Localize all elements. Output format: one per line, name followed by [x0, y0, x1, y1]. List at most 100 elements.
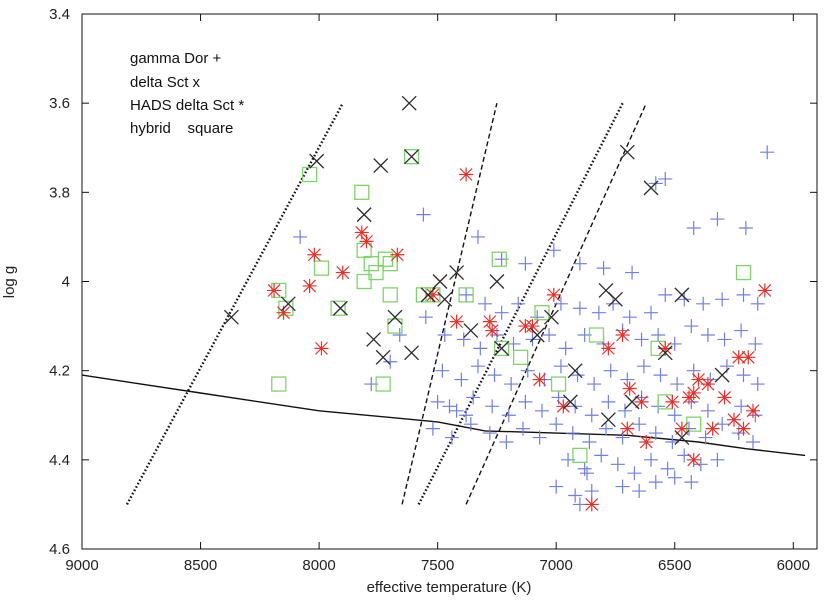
delta-sct-point — [449, 265, 465, 281]
dotted-boundary-1-line — [125, 102, 344, 505]
hybrid-point — [382, 256, 398, 272]
delta-sct-point — [404, 149, 420, 165]
gamma-dor-point — [700, 328, 715, 342]
hads-point — [485, 323, 500, 338]
gamma-dor-point — [617, 403, 632, 418]
delta-sct-point — [674, 287, 690, 303]
hybrid-point — [534, 305, 550, 321]
hybrid-point — [356, 242, 372, 258]
hybrid-point — [368, 264, 384, 281]
dashed-boundary-1-line — [401, 103, 498, 505]
delta-sct-point — [608, 291, 623, 307]
hybrid-point — [354, 184, 370, 200]
delta-sct-point — [624, 394, 640, 410]
gamma-dor-point — [516, 421, 530, 436]
gamma-dor-point — [580, 466, 595, 481]
hybrid-point — [375, 376, 391, 392]
gamma-dor-point — [627, 466, 642, 481]
gamma-dor-point — [745, 435, 760, 449]
gamma-dor-point — [478, 296, 493, 311]
delta-sct-point — [401, 95, 417, 111]
hads-point — [736, 421, 751, 436]
gamma-dor-point — [606, 296, 621, 311]
gamma-dor-point — [499, 435, 514, 449]
legend: gamma Dor + delta Sct x HADS delta Sct *… — [130, 50, 244, 137]
gamma-dor-point — [601, 394, 616, 409]
gamma-dor-point — [473, 341, 488, 356]
hads-point — [449, 314, 464, 329]
gamma-dor-point — [644, 452, 659, 467]
gamma-dor-point — [622, 310, 637, 325]
gamma-dor-point — [459, 287, 474, 302]
delta-sct-point — [562, 394, 578, 410]
hads-point — [390, 247, 405, 262]
gamma-dor-point — [568, 488, 583, 503]
hads-point — [307, 247, 322, 262]
hybrid-point — [271, 376, 287, 392]
delta-sct-point — [332, 300, 348, 316]
hads-point — [584, 497, 599, 512]
gamma-dor-point — [658, 171, 673, 186]
hads-point — [267, 283, 282, 298]
gamma-dor-point — [435, 363, 450, 378]
y-tick-label: 3.8 — [49, 184, 70, 201]
gamma-dor-point — [736, 368, 751, 383]
gamma-dor-point — [636, 359, 651, 374]
delta-sct-point — [387, 309, 403, 325]
gamma-dor-point — [549, 479, 564, 494]
gamma-dor-point — [518, 256, 533, 271]
gamma-dor-point — [591, 305, 606, 320]
delta-sct-point — [529, 327, 545, 343]
x-tick-label: 6000 — [777, 557, 810, 574]
delta-sct-point — [600, 412, 616, 428]
hads-point — [622, 381, 637, 396]
gamma-dor-point — [615, 479, 630, 494]
hads-point — [546, 287, 561, 302]
hads-point — [686, 452, 701, 467]
hybrid-point — [382, 287, 398, 303]
delta-sct-point — [356, 207, 372, 223]
gamma-dor-point — [487, 368, 502, 383]
ZAMS-solid-line — [81, 374, 806, 457]
gamma-dor-point — [444, 430, 459, 445]
hads-point — [705, 421, 720, 436]
gamma-dor-point — [520, 363, 535, 378]
gamma-dor-point — [572, 256, 587, 271]
x-tick-label: 7500 — [421, 557, 454, 574]
gamma-dor-point — [736, 287, 751, 302]
gamma-dor-point — [442, 399, 457, 414]
x-tick-label: 8500 — [184, 557, 217, 574]
gamma-dor-point — [594, 448, 609, 463]
gamma-dor-point — [425, 421, 440, 436]
hads-point — [359, 234, 374, 249]
hads-point — [276, 305, 291, 320]
hads-point — [731, 350, 746, 365]
gamma-dor-point — [572, 301, 587, 316]
gamma-dor-point — [542, 328, 557, 342]
gamma-dor-point — [470, 359, 485, 374]
hybrid-point — [512, 349, 529, 365]
hads-point — [601, 341, 616, 356]
gamma-dor-point — [670, 377, 685, 392]
hads-point — [335, 265, 350, 280]
hybrid-point — [491, 251, 507, 267]
delta-sct-point — [366, 331, 382, 347]
hybrid-point — [494, 340, 510, 357]
delta-sct-point — [619, 144, 635, 160]
gamma-dor-point — [632, 417, 647, 432]
gamma-dor-point — [485, 399, 500, 414]
hads-point — [741, 350, 756, 365]
hads-point — [620, 421, 635, 436]
gamma-dor-point — [634, 332, 649, 347]
hads-point — [314, 341, 329, 356]
delta-sct-point — [463, 323, 479, 339]
gamma-dor-point — [553, 296, 568, 311]
hybrid-point — [735, 264, 752, 281]
gamma-dor-point — [518, 394, 533, 409]
hads-point — [686, 385, 701, 400]
delta-sct-point — [404, 345, 420, 361]
gamma-dor-point — [534, 403, 549, 418]
legend-entry-hybrid: hybrid square — [130, 120, 233, 137]
gamma-dor-point — [449, 403, 464, 418]
